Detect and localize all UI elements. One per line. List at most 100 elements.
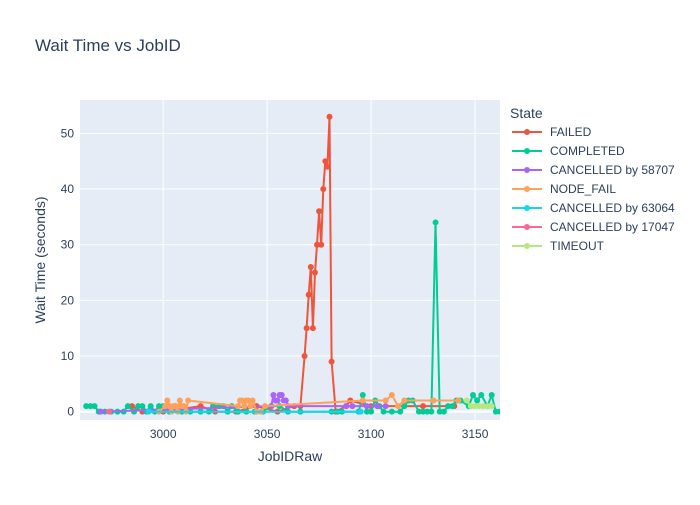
- data-point: [388, 391, 395, 398]
- data-point: [307, 263, 314, 270]
- legend-marker: [524, 224, 530, 230]
- data-point: [185, 397, 192, 404]
- legend-item-cancelled-by-17047[interactable]: CANCELLED by 17047: [512, 220, 675, 234]
- data-point: [145, 408, 152, 415]
- legend-label: CANCELLED by 58707: [550, 163, 675, 177]
- data-point: [472, 403, 479, 410]
- legend-marker: [524, 186, 530, 192]
- data-point: [278, 391, 285, 398]
- data-point: [97, 408, 104, 415]
- y-tick-label: 0: [67, 405, 74, 419]
- data-point: [467, 403, 474, 410]
- series-cancelled-by-63064: [145, 408, 364, 415]
- data-point: [106, 408, 113, 415]
- data-point: [363, 408, 370, 415]
- data-point: [343, 403, 350, 410]
- data-point: [478, 391, 485, 398]
- data-point: [166, 403, 173, 410]
- legend-item-cancelled-by-63064[interactable]: CANCELLED by 63064: [512, 201, 675, 215]
- data-point: [440, 408, 447, 415]
- data-point: [484, 403, 491, 410]
- data-point: [282, 397, 289, 404]
- legend-label: TIMEOUT: [550, 239, 605, 253]
- data-point: [430, 397, 437, 404]
- data-point: [488, 391, 495, 398]
- data-point: [349, 403, 356, 410]
- data-point: [492, 408, 499, 415]
- data-point: [480, 403, 487, 410]
- legend-marker: [524, 167, 530, 173]
- data-point: [395, 403, 402, 410]
- chart-title: Wait Time vs JobID: [35, 36, 181, 55]
- data-point: [326, 113, 333, 120]
- data-point: [124, 403, 131, 410]
- data-point: [311, 269, 318, 276]
- legend-label: FAILED: [550, 125, 592, 139]
- data-point: [172, 403, 179, 410]
- data-point: [239, 397, 246, 404]
- data-point: [382, 403, 389, 410]
- data-point: [139, 403, 146, 410]
- data-point: [474, 397, 481, 404]
- data-point: [164, 397, 171, 404]
- y-axis-label: Wait Time (seconds): [32, 196, 48, 323]
- data-point: [476, 403, 483, 410]
- data-point: [324, 163, 331, 170]
- data-point: [368, 408, 375, 415]
- data-point: [316, 208, 323, 215]
- data-point: [314, 241, 321, 248]
- data-point: [83, 403, 90, 410]
- data-point: [135, 403, 142, 410]
- data-point: [357, 408, 364, 415]
- legend-label: NODE_FAIL: [550, 182, 616, 196]
- data-point: [420, 408, 427, 415]
- legend-label: COMPLETED: [550, 144, 625, 158]
- legend-marker: [524, 148, 530, 154]
- data-point: [318, 241, 325, 248]
- data-point: [176, 397, 183, 404]
- data-point: [262, 403, 269, 410]
- data-point: [432, 219, 439, 226]
- legend-item-node-fail[interactable]: NODE_FAIL: [512, 182, 616, 196]
- legend-item-completed[interactable]: COMPLETED: [512, 144, 625, 158]
- x-tick-label: 3150: [462, 427, 489, 441]
- data-point: [363, 403, 370, 410]
- data-point: [449, 403, 456, 410]
- data-point: [488, 403, 495, 410]
- legend-marker: [524, 243, 530, 249]
- legend-item-cancelled-by-58707[interactable]: CANCELLED by 58707: [512, 163, 675, 177]
- data-point: [274, 397, 281, 404]
- y-tick-label: 20: [61, 293, 75, 307]
- data-point: [320, 186, 327, 193]
- legend-item-failed[interactable]: FAILED: [512, 125, 592, 139]
- data-point: [162, 403, 169, 410]
- legend-marker: [524, 205, 530, 211]
- data-point: [397, 408, 404, 415]
- data-point: [245, 397, 252, 404]
- legend-item-timeout[interactable]: TIMEOUT: [512, 239, 605, 253]
- data-point: [415, 408, 422, 415]
- data-point: [270, 391, 277, 398]
- data-point: [247, 403, 254, 410]
- x-tick-label: 3100: [358, 427, 385, 441]
- data-point: [359, 391, 366, 398]
- data-point: [420, 403, 427, 410]
- y-tick-label: 10: [61, 349, 75, 363]
- data-point: [445, 403, 452, 410]
- legend-label: CANCELLED by 17047: [550, 220, 675, 234]
- data-point: [322, 158, 329, 165]
- data-point: [305, 291, 312, 298]
- series-timeout: [463, 397, 495, 410]
- data-point: [180, 403, 187, 410]
- x-tick-label: 3000: [150, 427, 177, 441]
- data-point: [436, 408, 443, 415]
- data-point: [424, 408, 431, 415]
- data-point: [401, 397, 408, 404]
- data-point: [428, 408, 435, 415]
- data-point: [401, 403, 408, 410]
- data-point: [87, 403, 94, 410]
- data-point: [235, 403, 242, 410]
- data-point: [91, 403, 98, 410]
